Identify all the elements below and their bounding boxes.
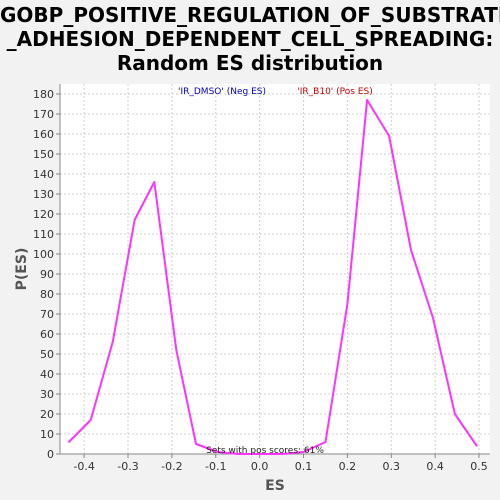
data-point	[195, 443, 197, 445]
x-tick-label: 0.5	[470, 460, 488, 473]
data-point	[346, 303, 349, 305]
chart-title-line-1: GOBP_POSITIVE_REGULATION_OF_SUBSTRATE	[0, 3, 500, 27]
y-axis-ticks: 0 10 20 30 40 50 60 70 80 90 100 110 120 130 140 150 160…	[33, 88, 60, 461]
series-layer	[67, 99, 478, 455]
y-tick-label: 20	[40, 408, 54, 421]
y-tick-label: 120	[33, 208, 54, 221]
y-tick-label: 180	[33, 88, 54, 101]
chart-title-line-2: _ADHESION_DEPENDENT_CELL_SPREADING:	[6, 27, 494, 51]
x-tick-label: -0.4	[73, 460, 94, 473]
plot-area	[60, 84, 490, 454]
grid-lines	[60, 84, 490, 455]
y-tick-label: 150	[33, 148, 54, 161]
es-distribution-line	[68, 99, 478, 455]
pos-scores-annotation: Sets with pos scores: 61%	[206, 446, 324, 456]
data-point	[454, 413, 456, 415]
y-tick-label: 90	[40, 268, 54, 281]
data-point	[476, 445, 478, 447]
legend-neg-es: 'IR_DMSO' (Neg ES)	[178, 87, 266, 97]
x-tick-label: -0.2	[161, 460, 182, 473]
x-tick-label: 0.2	[339, 460, 357, 473]
data-point	[410, 249, 412, 251]
x-tick-label: 0.3	[383, 460, 401, 473]
y-tick-label: 60	[40, 328, 54, 341]
data-point	[217, 451, 219, 453]
data-point	[324, 441, 327, 443]
data-point	[432, 317, 434, 319]
data-point	[67, 441, 70, 443]
y-tick-label: 30	[40, 388, 54, 401]
y-axis-label: P(ES)	[14, 248, 30, 291]
data-point	[302, 451, 305, 453]
data-point	[153, 181, 156, 183]
y-tick-label: 40	[40, 368, 54, 381]
y-tick-label: 50	[40, 348, 54, 361]
data-point	[366, 99, 368, 101]
data-point	[111, 341, 114, 343]
y-tick-label: 100	[33, 248, 54, 261]
x-tick-label: 0.0	[251, 460, 269, 473]
data-point	[89, 419, 92, 421]
y-tick-label: 160	[33, 128, 54, 141]
y-tick-label: 0	[47, 448, 54, 461]
data-point	[133, 219, 136, 221]
y-tick-label: 10	[40, 428, 54, 441]
chart-title: GOBP_POSITIVE_REGULATION_OF_SUBSTRATE _A…	[0, 3, 500, 75]
y-tick-label: 110	[33, 228, 54, 241]
y-tick-label: 130	[33, 188, 54, 201]
data-point	[258, 453, 261, 455]
data-point	[280, 453, 283, 455]
legend-pos-es: 'IR_B10' (Pos ES)	[297, 87, 372, 97]
chart-title-line-3: Random ES distribution	[116, 51, 384, 75]
x-tick-label: 0.1	[295, 460, 313, 473]
x-tick-label: 0.4	[426, 460, 444, 473]
data-point	[236, 453, 239, 455]
y-tick-label: 170	[33, 108, 54, 121]
y-tick-label: 70	[40, 308, 54, 321]
x-axis-label: ES	[265, 478, 285, 494]
y-tick-label: 80	[40, 288, 54, 301]
x-tick-label: -0.1	[205, 460, 226, 473]
data-point	[388, 135, 390, 137]
y-tick-label: 140	[33, 168, 54, 181]
x-tick-label: -0.3	[117, 460, 138, 473]
x-axis-ticks: -0.4 -0.3 -0.2 -0.1 0.0 0.1 0.2 0.3 0.4 0.5	[73, 454, 488, 473]
data-point	[175, 349, 178, 351]
